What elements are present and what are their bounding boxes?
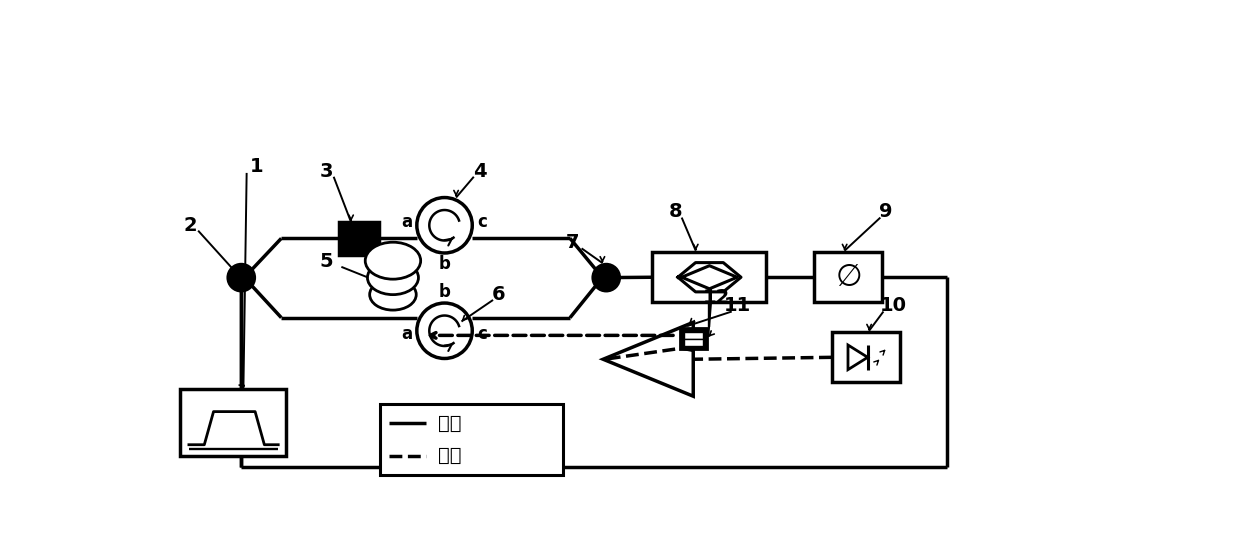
Bar (683, 339, 703, 346)
Text: 8: 8 (668, 202, 682, 221)
Bar (680, 328, 707, 349)
Text: b: b (439, 283, 450, 301)
Text: a: a (402, 213, 413, 231)
Text: 7: 7 (565, 233, 579, 251)
Text: 9: 9 (879, 202, 893, 221)
Ellipse shape (366, 242, 420, 279)
Text: c: c (477, 213, 487, 231)
Text: $\varnothing$: $\varnothing$ (835, 263, 861, 292)
Bar (339, 222, 379, 255)
Text: 11: 11 (723, 296, 750, 315)
Circle shape (228, 265, 254, 291)
Text: c: c (477, 325, 487, 343)
Circle shape (417, 303, 472, 358)
Bar (652, 252, 766, 302)
Polygon shape (848, 345, 868, 369)
Text: 12: 12 (703, 288, 730, 307)
Ellipse shape (367, 261, 418, 295)
Text: 3: 3 (319, 162, 332, 181)
Ellipse shape (370, 279, 417, 310)
Text: 光路: 光路 (438, 413, 461, 433)
Bar (379, 404, 563, 475)
Text: 4: 4 (474, 162, 487, 181)
Text: 1: 1 (249, 157, 263, 176)
Circle shape (593, 265, 619, 291)
Text: 2: 2 (184, 216, 197, 235)
Bar (815, 252, 882, 302)
Text: 10: 10 (880, 296, 906, 315)
Bar (832, 332, 899, 382)
Text: a: a (402, 325, 413, 343)
Text: 6: 6 (491, 285, 505, 304)
Bar (683, 332, 703, 339)
Polygon shape (603, 322, 693, 396)
Text: 5: 5 (319, 252, 332, 271)
Bar (180, 389, 286, 456)
Circle shape (417, 198, 472, 253)
Text: 电路: 电路 (438, 446, 461, 465)
Text: b: b (439, 255, 450, 273)
